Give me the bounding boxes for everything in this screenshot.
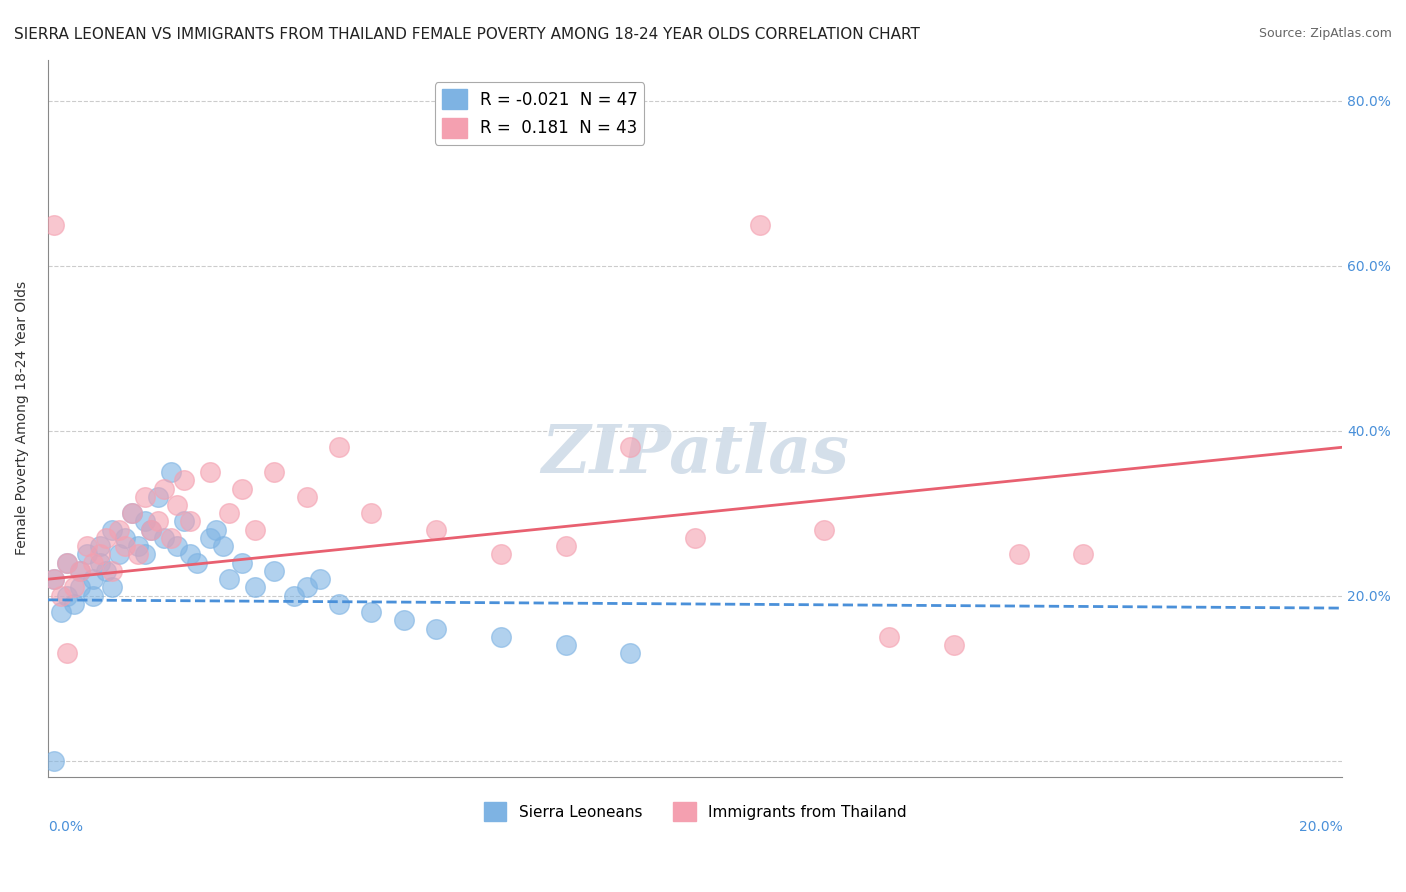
Point <box>295 581 318 595</box>
Point <box>94 531 117 545</box>
Point <box>127 539 149 553</box>
Point <box>62 581 84 595</box>
Point <box>554 539 576 553</box>
Point <box>243 523 266 537</box>
Point <box>295 490 318 504</box>
Point <box>134 490 156 504</box>
Point <box>89 539 111 553</box>
Point <box>134 548 156 562</box>
Point <box>49 605 72 619</box>
Point <box>263 465 285 479</box>
Point <box>76 539 98 553</box>
Point <box>360 506 382 520</box>
Point <box>360 605 382 619</box>
Legend: Sierra Leoneans, Immigrants from Thailand: Sierra Leoneans, Immigrants from Thailan… <box>478 796 912 827</box>
Point <box>108 548 131 562</box>
Point <box>82 572 104 586</box>
Point <box>56 556 79 570</box>
Point <box>89 548 111 562</box>
Point <box>308 572 330 586</box>
Point <box>218 572 240 586</box>
Point <box>173 515 195 529</box>
Point <box>942 638 965 652</box>
Point <box>141 523 163 537</box>
Y-axis label: Female Poverty Among 18-24 Year Olds: Female Poverty Among 18-24 Year Olds <box>15 281 30 556</box>
Point <box>263 564 285 578</box>
Point <box>159 465 181 479</box>
Point <box>89 556 111 570</box>
Point <box>56 647 79 661</box>
Point <box>94 564 117 578</box>
Point <box>69 564 91 578</box>
Point <box>748 218 770 232</box>
Text: ZIPatlas: ZIPatlas <box>541 422 849 487</box>
Point <box>121 506 143 520</box>
Point <box>141 523 163 537</box>
Point <box>101 564 124 578</box>
Point <box>159 531 181 545</box>
Point <box>554 638 576 652</box>
Point <box>205 523 228 537</box>
Point <box>44 572 66 586</box>
Text: Source: ZipAtlas.com: Source: ZipAtlas.com <box>1258 27 1392 40</box>
Point <box>619 647 641 661</box>
Point <box>69 564 91 578</box>
Point <box>1007 548 1029 562</box>
Point <box>683 531 706 545</box>
Point <box>101 523 124 537</box>
Point <box>231 556 253 570</box>
Point <box>62 597 84 611</box>
Point <box>56 556 79 570</box>
Point <box>134 515 156 529</box>
Text: 20.0%: 20.0% <box>1299 821 1343 834</box>
Point <box>44 754 66 768</box>
Point <box>1073 548 1095 562</box>
Text: SIERRA LEONEAN VS IMMIGRANTS FROM THAILAND FEMALE POVERTY AMONG 18-24 YEAR OLDS : SIERRA LEONEAN VS IMMIGRANTS FROM THAILA… <box>14 27 920 42</box>
Point <box>69 581 91 595</box>
Point <box>44 572 66 586</box>
Point <box>218 506 240 520</box>
Point <box>425 523 447 537</box>
Point <box>813 523 835 537</box>
Point <box>166 539 188 553</box>
Point <box>198 531 221 545</box>
Point <box>44 218 66 232</box>
Point <box>243 581 266 595</box>
Point <box>489 548 512 562</box>
Point <box>108 523 131 537</box>
Point <box>186 556 208 570</box>
Point <box>173 473 195 487</box>
Point <box>179 548 201 562</box>
Point <box>211 539 233 553</box>
Point <box>114 539 136 553</box>
Point <box>877 630 900 644</box>
Point <box>153 531 176 545</box>
Point <box>146 515 169 529</box>
Text: 0.0%: 0.0% <box>48 821 83 834</box>
Point <box>392 614 415 628</box>
Point <box>114 531 136 545</box>
Point <box>153 482 176 496</box>
Point <box>49 589 72 603</box>
Point <box>179 515 201 529</box>
Point <box>127 548 149 562</box>
Point <box>166 498 188 512</box>
Point <box>121 506 143 520</box>
Point <box>82 556 104 570</box>
Point <box>619 440 641 454</box>
Point <box>82 589 104 603</box>
Point <box>101 581 124 595</box>
Point <box>56 589 79 603</box>
Point <box>76 548 98 562</box>
Point <box>283 589 305 603</box>
Point <box>328 597 350 611</box>
Point <box>425 622 447 636</box>
Point <box>198 465 221 479</box>
Point <box>231 482 253 496</box>
Point <box>328 440 350 454</box>
Point <box>489 630 512 644</box>
Point <box>146 490 169 504</box>
